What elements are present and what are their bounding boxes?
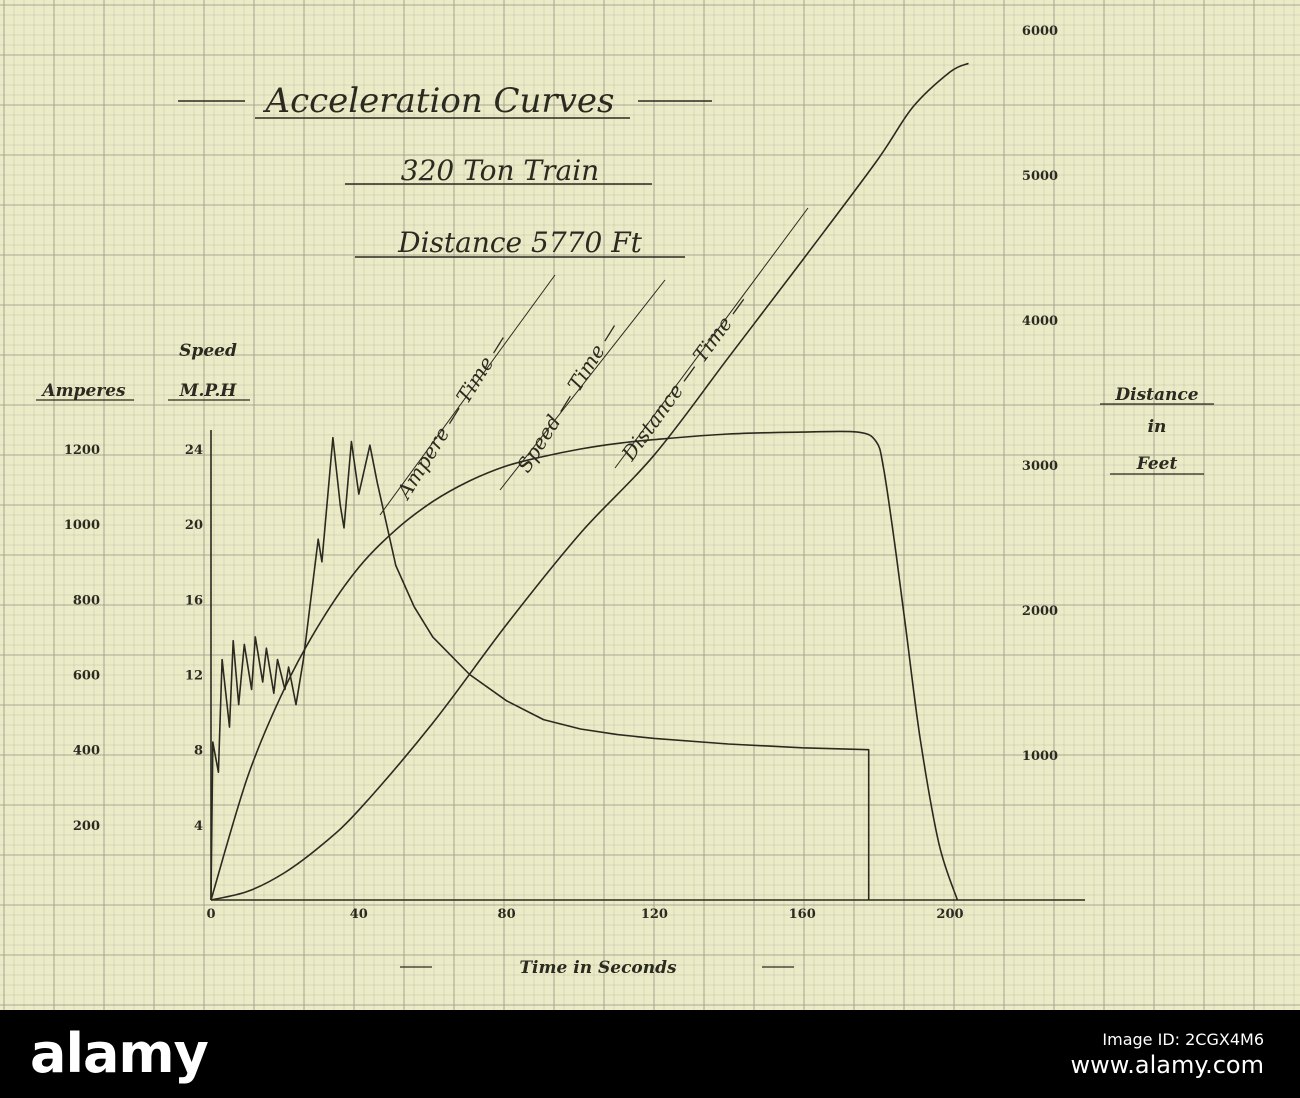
speed-tick-label: 4 [194,819,203,834]
graph-paper-plate: Acceleration Curves 320 Ton Train Distan… [0,0,1300,1010]
title-block: Acceleration Curves 320 Ton Train Distan… [178,81,712,259]
amperes-tick-label: 800 [73,593,100,608]
amperes-tick-label: 200 [73,819,100,834]
ampere-label-leader [379,274,556,516]
chart-subtitle-train: 320 Ton Train [401,154,599,187]
ampere-time-curve [210,436,870,901]
distance-time-curve [210,62,969,901]
distance-axis-label-in: in [1148,417,1167,437]
speed-axis-unit: M.P.H [179,381,238,401]
speed-tick-label: 12 [185,669,203,684]
stock-image-info: Image ID: 2CGX4M6 www.alamy.com [1071,1030,1264,1080]
x-tick-label: 80 [498,907,516,922]
distance-tick-label: 1000 [1022,749,1058,764]
acceleration-chart: Acceleration Curves 320 Ton Train Distan… [0,0,1300,1010]
tick-labels: 0 40 80 120 160 200 200 400 600 800 1000 1200 4 8 12 16… [64,24,1058,922]
stock-site-url: www.alamy.com [1070,1051,1264,1079]
distance-tick-label: 3000 [1022,459,1058,474]
speed-tick-label: 16 [185,593,203,608]
amperes-tick-label: 600 [73,669,100,684]
chart-axes [210,430,1085,901]
chart-title: Acceleration Curves [263,81,615,121]
x-tick-label: 160 [789,907,816,922]
speed-label-leader [499,279,666,491]
stock-image-id: Image ID: 2CGX4M6 [1102,1030,1264,1049]
distance-tick-label: 2000 [1022,604,1058,619]
speed-tick-label: 8 [194,744,203,759]
distance-axis-label: Distance [1114,385,1198,405]
speed-tick-label: 24 [185,443,203,458]
speed-axis-label: Speed [179,341,237,361]
distance-tick-label: 4000 [1022,314,1058,329]
x-tick-label: 120 [641,907,668,922]
x-tick-label: 40 [350,907,368,922]
stock-banner: alamy Image ID: 2CGX4M6 www.alamy.com [0,1010,1300,1098]
time-axis-label: Time in Seconds [519,958,677,978]
amperes-tick-label: 1000 [64,518,100,533]
distance-tick-label: 5000 [1022,169,1058,184]
distance-axis-unit: Feet [1136,454,1178,474]
distance-label-leader [614,207,809,469]
amperes-tick-label: 1200 [64,443,100,458]
stock-logo: alamy [30,1022,209,1085]
graph-grid [0,0,1300,1010]
speed-time-curve [210,430,959,901]
x-tick-label: 0 [206,907,215,922]
speed-curve-label: Speed — Time — [512,318,624,477]
x-tick-label: 200 [936,907,963,922]
amperes-axis-label: Amperes [40,381,126,401]
chart-curves [210,62,969,901]
chart-subtitle-distance: Distance 5770 Ft [397,226,642,259]
distance-tick-label: 6000 [1022,24,1058,39]
amperes-tick-label: 400 [73,744,100,759]
speed-tick-label: 20 [185,518,203,533]
